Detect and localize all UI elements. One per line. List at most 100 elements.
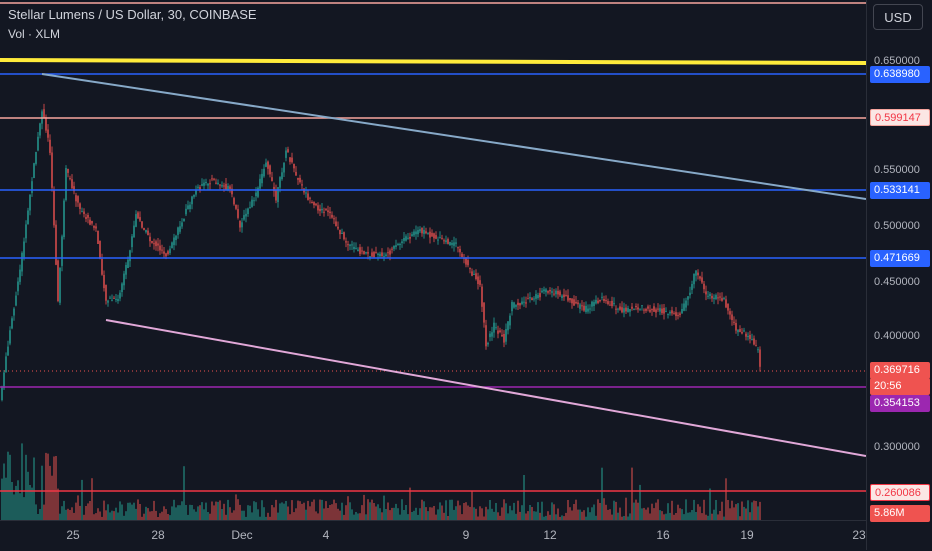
candle-body [645,309,647,311]
candle-body [705,291,707,295]
volume-bar [39,509,41,520]
candle-body [133,225,135,237]
candle-body [189,204,191,209]
volume-bar [367,499,369,520]
volume-bar [201,502,203,520]
candle-body [195,190,197,195]
price-label-0471669: 0.471669 [870,250,930,267]
volume-bar [35,504,37,520]
volume-bar [517,500,519,520]
candle-body [449,242,451,246]
volume-bar [97,508,99,520]
volume-bar [285,501,287,520]
candle-body [105,284,107,301]
candle-body [561,295,563,298]
volume-bar [757,506,759,520]
volume-bar [119,501,121,520]
volume-bar [45,452,47,520]
candle-body [187,205,189,209]
upper-trend-line[interactable] [41,73,867,200]
candle-body [481,286,483,307]
candle-body [223,185,225,187]
volume-bar [419,508,421,520]
candle-body [559,291,561,296]
candle-body [441,237,443,239]
volume-bar [605,504,607,520]
candle-body [377,253,379,255]
candle-body [245,213,247,217]
volume-bar [613,500,615,520]
volume-bar [371,499,373,520]
price-label-0354153: 0.354153 [870,395,930,412]
volume-bar [523,475,525,520]
volume-legend: Vol · XLM [8,27,61,41]
volume-bar [217,501,219,520]
volume-bar [55,456,57,520]
volume-bar [557,508,559,520]
volume-bar [289,514,291,520]
volume-bar [737,503,739,520]
volume-bar [307,500,309,520]
volume-bar [671,500,673,520]
candle-body [731,314,733,320]
candle-body [123,273,125,286]
volume-bar [689,512,691,520]
time-label: Dec [231,528,253,542]
volume-bar [131,504,133,520]
volume-bar [1,478,3,520]
volume-bar [469,506,471,520]
candle-body [25,224,27,239]
volume-bar [99,511,101,520]
volume-bar [89,501,91,520]
volume-bar [643,507,645,520]
candle-body [499,330,501,332]
candle-body [549,290,551,292]
candle-body [345,241,347,243]
candle-body [265,162,267,167]
volume-bar [721,501,723,520]
bar-countdown-label: 20:56 [870,378,930,395]
candle-body [743,330,745,332]
volume-bar [27,471,29,520]
candle-body [625,307,627,312]
candle-body [311,202,313,203]
yellow-horizontal-line[interactable] [0,58,867,65]
candle-body [21,252,23,272]
candle-body [651,309,653,311]
volume-bar [7,451,9,520]
candle-body [155,241,157,247]
volume-bar [397,508,399,520]
volume-bar [559,516,561,520]
candle-body [163,251,165,254]
volume-bar [297,500,299,520]
currency-button[interactable]: USD [873,4,923,30]
candle-body [93,225,95,228]
volume-bar [597,499,599,520]
volume-bar [257,509,259,520]
volume-bar [147,508,149,520]
candle-body [577,302,579,305]
volume-bar [261,500,263,520]
candle-body [169,248,171,254]
volume-bar [669,512,671,520]
volume-bar [111,510,113,520]
candle-body [509,315,511,326]
price-axis[interactable] [866,0,932,550]
candle-body [99,241,101,259]
volume-bar [457,500,459,520]
candle-body [447,239,449,244]
volume-bar [75,502,77,520]
volume-bar [351,509,353,520]
volume-bar [413,510,415,520]
chart-area[interactable]: Stellar Lumens / US Dollar, 30, COINBASE… [0,0,867,520]
candle-body [473,274,475,275]
lower-trend-line[interactable] [105,319,867,457]
time-axis[interactable] [0,520,866,551]
volume-bar [591,507,593,520]
candle-body [639,308,641,310]
volume-bar [17,480,19,520]
candle-body [125,265,127,275]
volume-bar [269,516,271,520]
price-chart[interactable] [0,0,867,520]
volume-bar [243,510,245,520]
